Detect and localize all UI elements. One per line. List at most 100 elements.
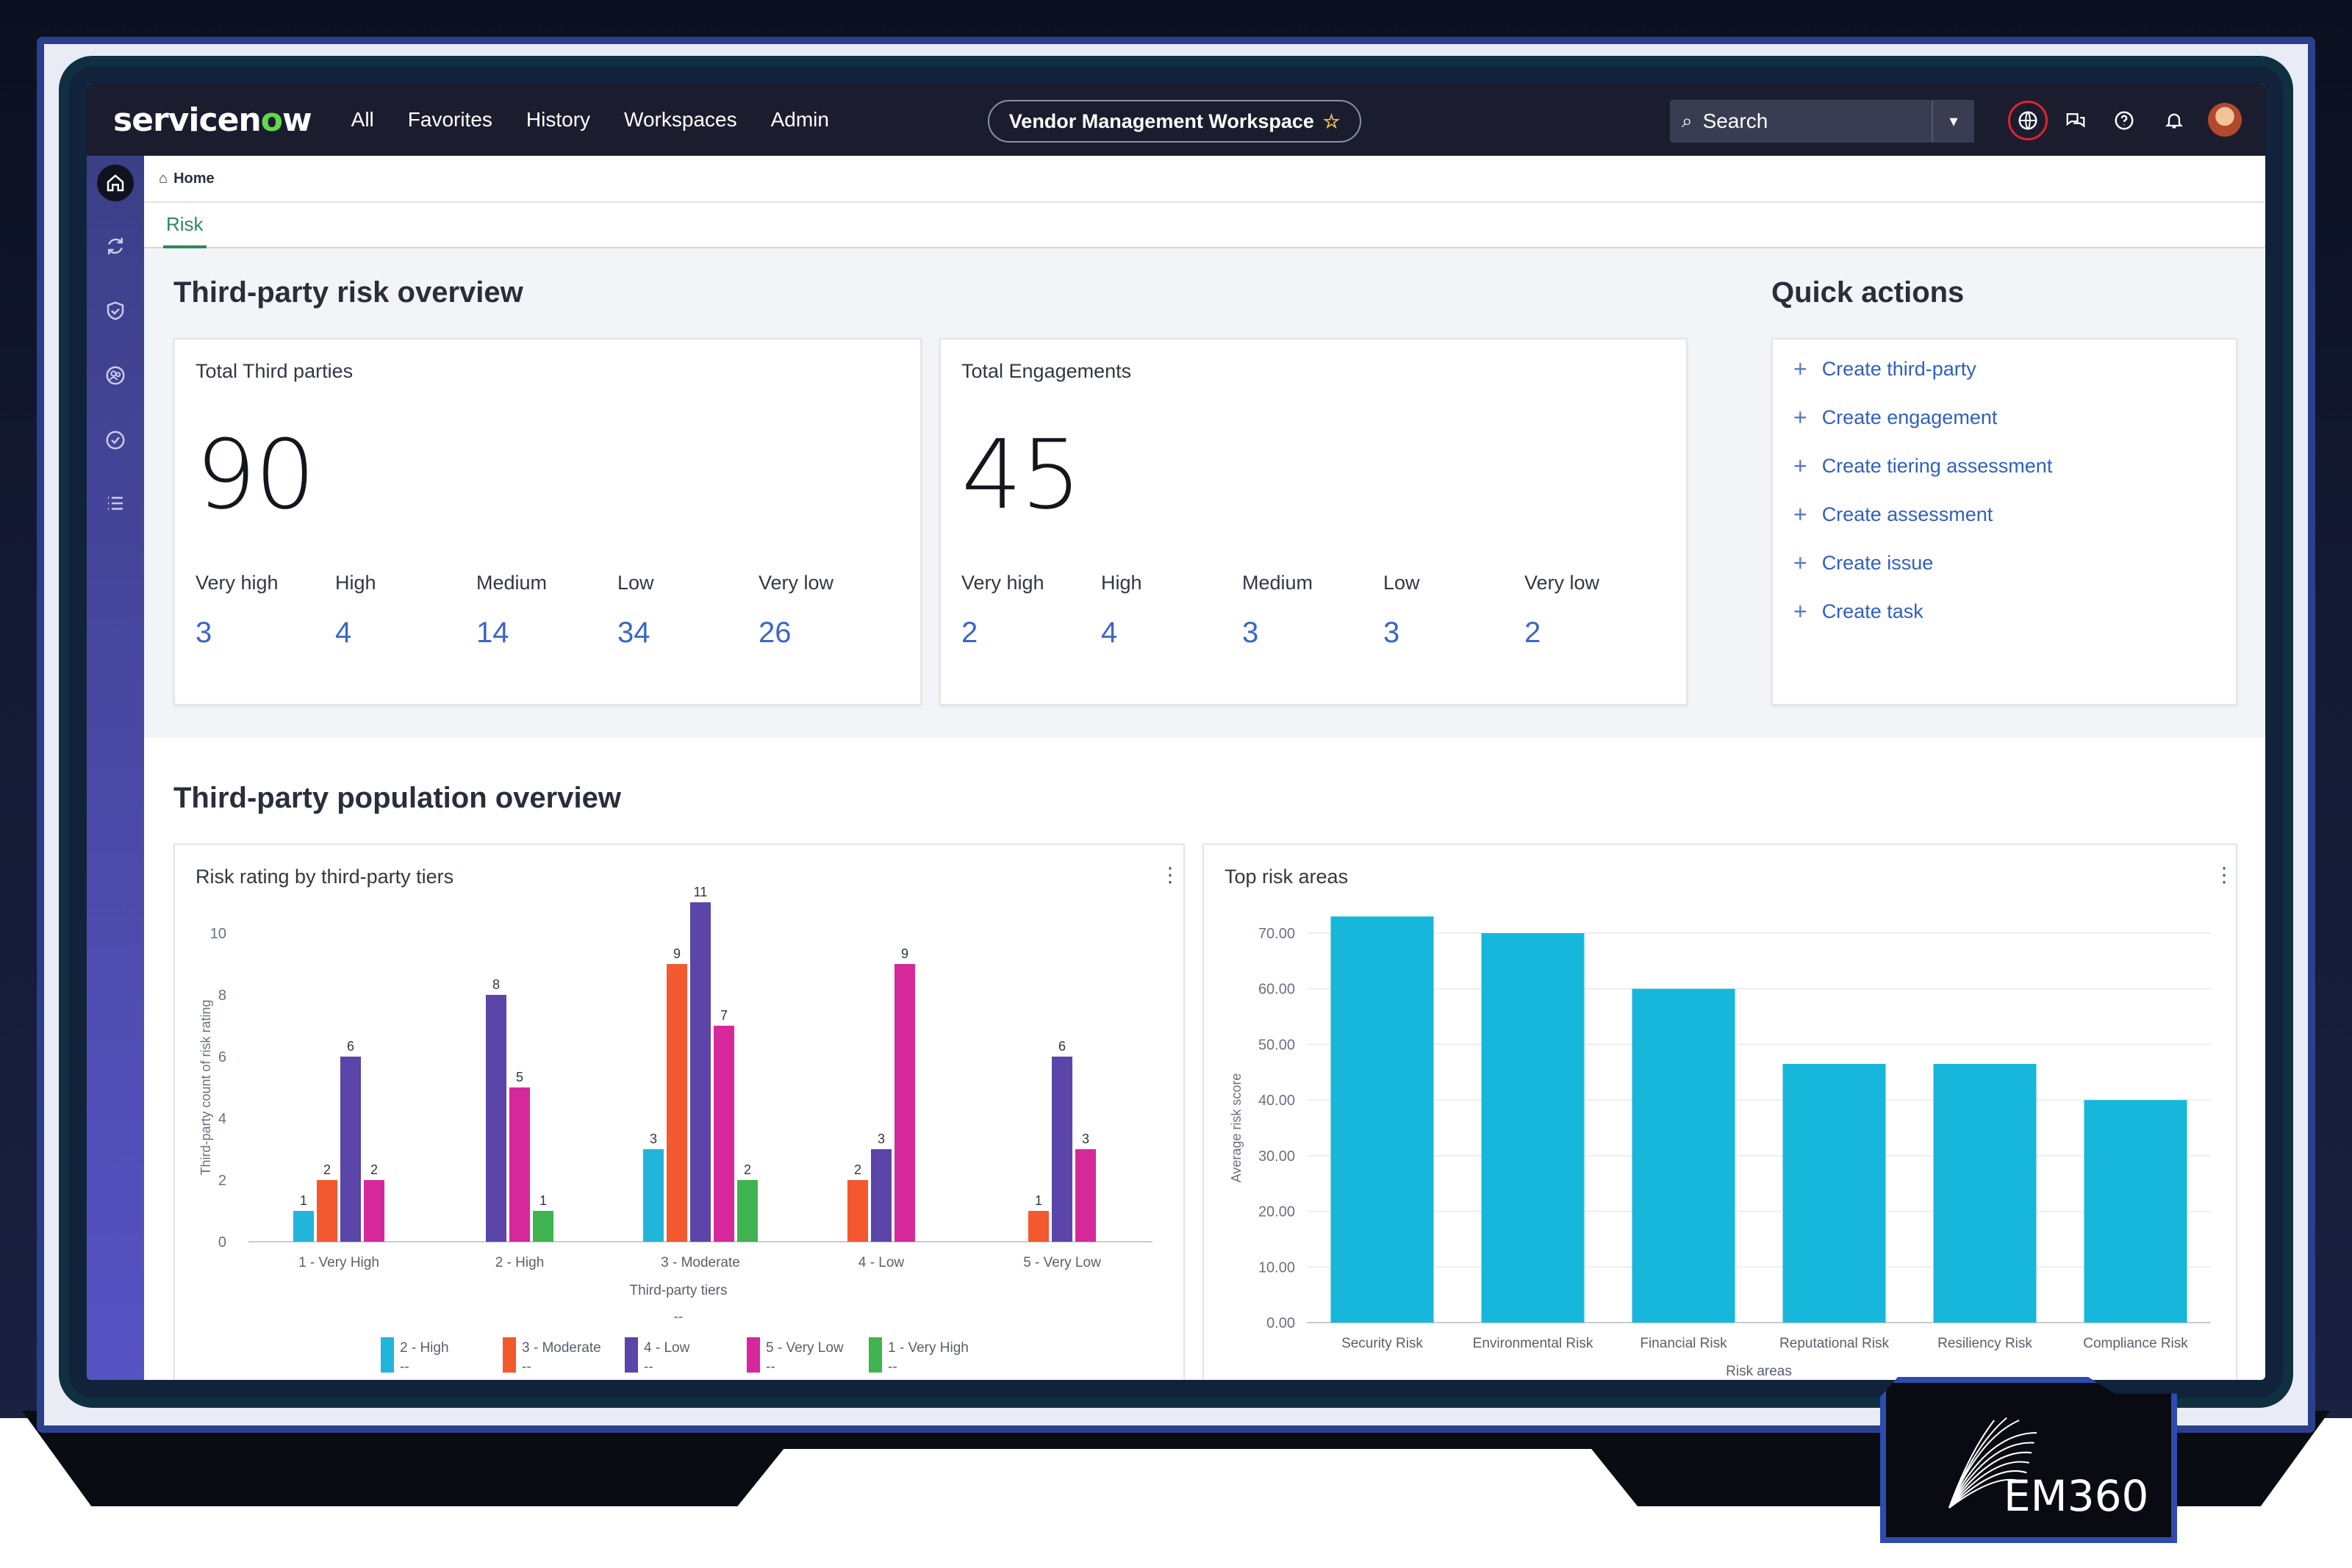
tab-risk[interactable]: Risk (163, 203, 207, 248)
stat-low[interactable]: Low 34 (617, 572, 654, 649)
workspace-name: Vendor Management Workspace (1008, 109, 1314, 132)
legend-value: -- (766, 1359, 775, 1375)
bar (1028, 1211, 1049, 1242)
bar (1052, 1057, 1072, 1242)
home-small-icon[interactable]: ⌂ (159, 170, 168, 187)
y-tick-label: 8 (218, 988, 226, 1004)
y-tick-label: 30.00 (1258, 1148, 1295, 1165)
stat-very-high[interactable]: Very high 2 (961, 572, 1044, 649)
create-engagement-link[interactable]: + Create engagement (1793, 404, 1998, 431)
em360-badge: EM360 (1880, 1377, 2177, 1543)
bar-value-label: 6 (347, 1039, 354, 1054)
legend-label: 3 - Moderate (522, 1340, 601, 1356)
em360-watermark: EM360 (2004, 1471, 2149, 1521)
bar (871, 1149, 892, 1242)
stat-very-low[interactable]: Very low 2 (1524, 572, 1600, 649)
nav-favorites[interactable]: Favorites (407, 108, 492, 131)
sidebar (87, 156, 144, 1380)
more-options-icon[interactable]: ⋮ (1160, 863, 1180, 886)
check-circle-icon[interactable] (97, 422, 134, 458)
total-engagements-card[interactable]: Total Engagements 45 Very high 2 High 4 Me… (939, 338, 1688, 705)
users-icon[interactable] (97, 357, 134, 394)
workspace-selector[interactable]: Vendor Management Workspace ☆ (988, 100, 1361, 143)
shield-check-icon[interactable] (97, 292, 134, 329)
x-tick-label: 4 - Low (858, 1255, 905, 1270)
bell-icon[interactable] (2159, 106, 2189, 135)
bar (714, 1026, 734, 1242)
legend-value: -- (644, 1359, 653, 1375)
y-tick-label: 50.00 (1258, 1037, 1295, 1053)
nav-admin[interactable]: Admin (770, 108, 829, 131)
risk-rating-chart: 0 2 4 6 8 10 Third-party count of risk rating 1… (198, 885, 1152, 1375)
chat-icon[interactable] (2061, 106, 2090, 135)
globe-icon[interactable] (2008, 101, 2048, 140)
stat-low[interactable]: Low 3 (1383, 572, 1420, 649)
bar-value-label: 6 (1058, 1039, 1066, 1054)
y-tick-label: 0.00 (1266, 1315, 1295, 1331)
stat-medium[interactable]: Medium 3 (1242, 572, 1313, 649)
user-avatar[interactable] (2208, 103, 2242, 137)
plus-icon: + (1793, 453, 1807, 479)
refresh-icon[interactable] (97, 228, 134, 265)
x-axis-label: Third-party tiers (629, 1283, 727, 1298)
y-tick-label: 10.00 (1258, 1259, 1295, 1276)
legend-swatch (503, 1337, 516, 1373)
search-scope-dropdown[interactable]: ▾ (1932, 100, 1974, 143)
legend-value: -- (888, 1359, 897, 1375)
create-task-link[interactable]: + Create task (1793, 598, 1923, 625)
total-count: 45 (961, 419, 1081, 531)
bar-value-label: 2 (323, 1162, 331, 1177)
plus-icon: + (1793, 356, 1807, 382)
create-assessment-link[interactable]: + Create assessment (1793, 501, 1993, 528)
search-icon: ⌕ (1682, 109, 1693, 132)
y-axis-label: Third-party count of risk rating (198, 999, 213, 1175)
y-tick-label: 70.00 (1258, 926, 1295, 942)
legend-swatch (625, 1337, 638, 1373)
home-icon[interactable] (97, 165, 134, 201)
x-tick-label: 3 - Moderate (661, 1255, 740, 1270)
bar (2084, 1100, 2187, 1323)
stat-very-high[interactable]: Very high 3 (196, 572, 279, 649)
nav-all[interactable]: All (351, 108, 374, 131)
nav-workspaces[interactable]: Workspaces (624, 108, 737, 131)
create-third-party-link[interactable]: + Create third-party (1793, 356, 1976, 382)
servicenow-logo[interactable]: servicenow (113, 101, 312, 139)
legend-swatch (869, 1337, 882, 1373)
nav-history[interactable]: History (526, 108, 591, 131)
stat-very-low[interactable]: Very low 26 (759, 572, 834, 649)
more-options-icon[interactable]: ⋮ (2214, 863, 2234, 886)
x-tick-label: Reputational Risk (1779, 1336, 1889, 1351)
bar-value-label: 3 (1082, 1132, 1089, 1146)
card-label: Total Third parties (196, 360, 354, 382)
bar-value-label: 3 (878, 1132, 885, 1146)
y-tick-label: 4 (218, 1111, 226, 1127)
bar (509, 1087, 530, 1242)
y-tick-label: 40.00 (1258, 1093, 1295, 1109)
x-tick-label: Security Risk (1341, 1336, 1423, 1351)
bar (293, 1211, 314, 1242)
legend-label: 4 - Low (644, 1340, 690, 1356)
chart-title: Top risk areas (1225, 866, 1349, 888)
x-tick-label: Resiliency Risk (1937, 1336, 2032, 1351)
y-tick-label: 0 (218, 1234, 226, 1251)
create-tiering-assessment-link[interactable]: + Create tiering assessment (1793, 453, 2053, 479)
stat-high[interactable]: High 4 (335, 572, 376, 649)
bar (317, 1180, 337, 1242)
breadcrumb-home[interactable]: Home (173, 170, 215, 187)
em360-logo-icon (1948, 1417, 2037, 1508)
stat-high[interactable]: High 4 (1101, 572, 1142, 649)
list-icon[interactable] (97, 485, 134, 522)
stat-medium[interactable]: Medium 14 (476, 572, 548, 649)
total-third-parties-card[interactable]: Total Third parties 90 Very high 3 High 4 … (173, 338, 922, 705)
plus-icon: + (1793, 550, 1807, 576)
legend-label: 2 - High (400, 1340, 449, 1356)
breadcrumb: ⌂ Home (144, 156, 2265, 203)
top-navigation: servicenow All Favorites History Workspa… (87, 84, 2265, 156)
create-issue-link[interactable]: + Create issue (1793, 550, 1934, 576)
search-input[interactable]: ⌕ Search (1670, 100, 1932, 143)
y-axis-label: Average risk score (1229, 1073, 1244, 1183)
legend-swatch (747, 1337, 760, 1373)
help-icon[interactable] (2109, 106, 2139, 135)
quick-actions-title: Quick actions (1771, 276, 1965, 309)
star-icon[interactable]: ☆ (1322, 109, 1341, 132)
